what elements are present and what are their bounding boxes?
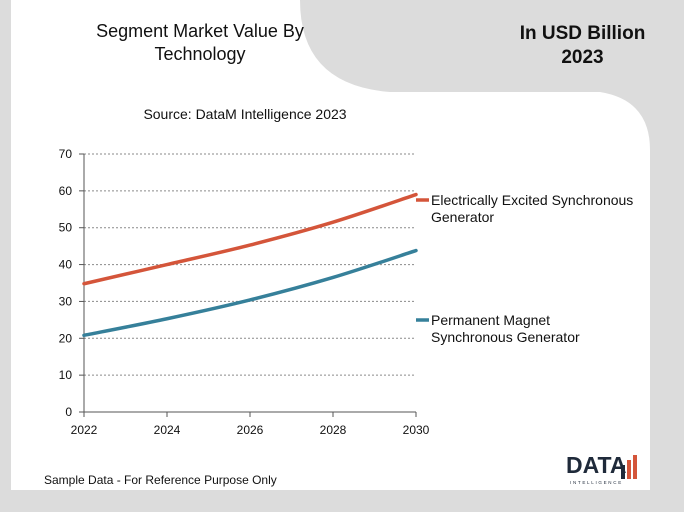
units-label-line-1: In USD Billion (519, 23, 646, 44)
y-tick-label: 70 (59, 147, 73, 161)
y-tick-label: 50 (59, 221, 73, 235)
source-note: Source: DataM Intelligence 2023 (143, 106, 347, 122)
bar-chart-icon (621, 455, 637, 479)
data-intelligence-logo: DATA INTELLIGENCE (566, 450, 644, 490)
legend-label-1: Electrically Excited Synchronous (431, 192, 633, 208)
x-tick-label: 2026 (237, 423, 264, 437)
x-tick-label: 2022 (71, 423, 98, 437)
series-line-2 (82, 248, 418, 338)
disclaimer-note: Sample Data - For Reference Purpose Only (44, 473, 277, 487)
x-tick-label: 2028 (320, 423, 347, 437)
y-tick-label: 60 (59, 184, 73, 198)
y-tick-label: 20 (59, 331, 73, 345)
y-tick-label: 10 (59, 368, 73, 382)
chart-title-line-1: Segment Market Value By (96, 21, 304, 41)
y-tick-label: 40 (59, 258, 73, 272)
logo-subtitle: INTELLIGENCE (570, 480, 623, 485)
units-label-line-2: 2023 (561, 47, 604, 68)
legend-label-2: Synchronous Generator (431, 329, 580, 345)
logo-wordmark: DATA (566, 452, 627, 478)
y-tick-label: 0 (65, 405, 72, 419)
chart-title: Segment Market Value By Technology (70, 20, 330, 66)
legend-label-2: Permanent Magnet (431, 312, 550, 328)
units-label: In USD Billion 2023 (490, 22, 675, 70)
x-tick-label: 2024 (154, 423, 181, 437)
series-line-1 (82, 192, 418, 286)
x-tick-label: 2030 (403, 423, 430, 437)
y-tick-label: 30 (59, 294, 73, 308)
legend-label-1: Generator (431, 209, 494, 225)
chart-title-line-2: Technology (154, 44, 246, 64)
